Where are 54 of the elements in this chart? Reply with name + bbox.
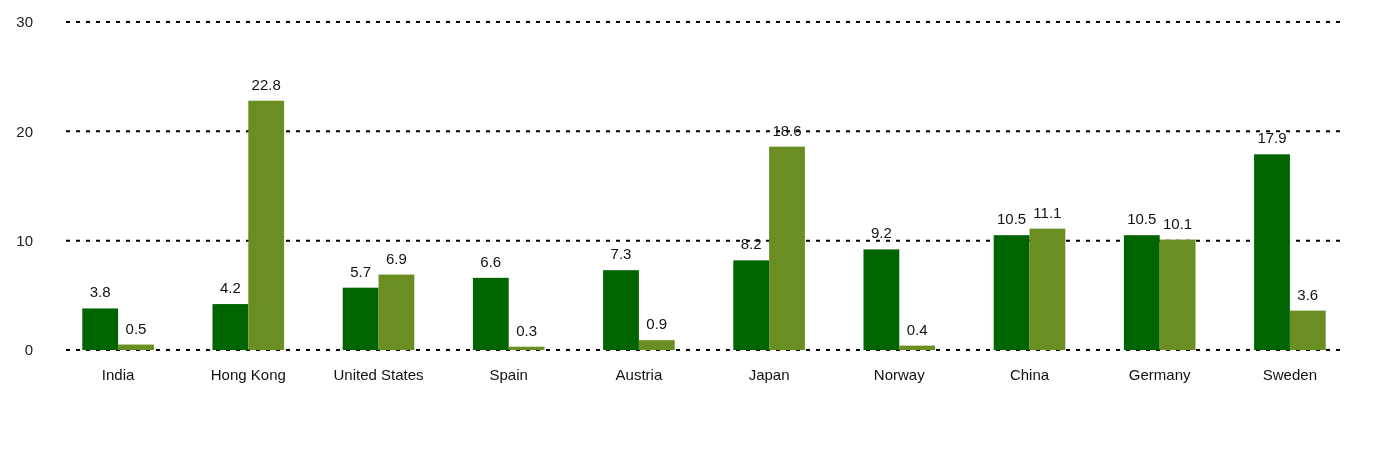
y-tick-label: 10	[16, 231, 33, 249]
data-label: 10.5	[997, 210, 1027, 228]
data-label: 22.8	[251, 75, 281, 93]
bar	[1159, 239, 1196, 350]
bar	[378, 274, 415, 350]
data-label: 4.2	[219, 279, 241, 297]
x-tick-label: India	[101, 366, 136, 383]
x-tick-label: United States	[333, 366, 424, 383]
bar	[472, 277, 509, 350]
bar	[863, 249, 900, 350]
x-tick-label: Austria	[615, 366, 663, 383]
data-label: 6.9	[385, 249, 407, 267]
x-tick-label: Sweden	[1262, 366, 1318, 383]
bar	[82, 308, 119, 350]
data-label: 3.6	[1297, 285, 1319, 303]
data-label: 0.9	[646, 315, 668, 333]
data-label: 0.4	[906, 320, 928, 338]
data-label: 0.5	[125, 319, 147, 337]
data-label: 17.9	[1257, 129, 1287, 147]
bar	[212, 304, 249, 350]
x-tick-label: Spain	[489, 366, 528, 383]
data-label: 7.3	[610, 245, 632, 263]
data-label: 10.5	[1127, 210, 1157, 228]
bar	[1123, 235, 1160, 350]
data-label: 9.2	[870, 224, 892, 242]
bar	[1254, 154, 1290, 350]
bar	[993, 235, 1030, 350]
x-tick-label: Japan	[748, 366, 790, 383]
x-tick-label: Germany	[1128, 366, 1192, 383]
data-label: 6.6	[480, 252, 502, 270]
data-label: 18.6	[772, 121, 802, 139]
data-label: 8.2	[740, 235, 762, 253]
bar	[899, 345, 936, 350]
bar	[248, 100, 285, 350]
x-tick-label: China	[1009, 366, 1050, 383]
bar	[1029, 228, 1066, 350]
y-tick-label: 0	[24, 341, 33, 359]
bar	[1289, 310, 1326, 350]
bar	[342, 287, 379, 350]
bar	[733, 260, 770, 350]
data-label: 5.7	[350, 262, 372, 280]
bar	[769, 146, 805, 350]
y-tick-label: 20	[16, 122, 33, 140]
bar	[508, 346, 545, 350]
y-tick-label: 30	[16, 13, 33, 31]
bar	[603, 270, 639, 350]
x-tick-label: Norway	[873, 366, 926, 383]
data-label: 0.3	[516, 321, 538, 339]
data-label: 11.1	[1033, 203, 1062, 221]
bar	[118, 344, 154, 350]
data-label: 3.8	[89, 283, 111, 301]
bar	[638, 340, 675, 350]
data-label: 10.1	[1163, 214, 1193, 232]
x-tick-label: Hong Kong	[210, 366, 286, 383]
